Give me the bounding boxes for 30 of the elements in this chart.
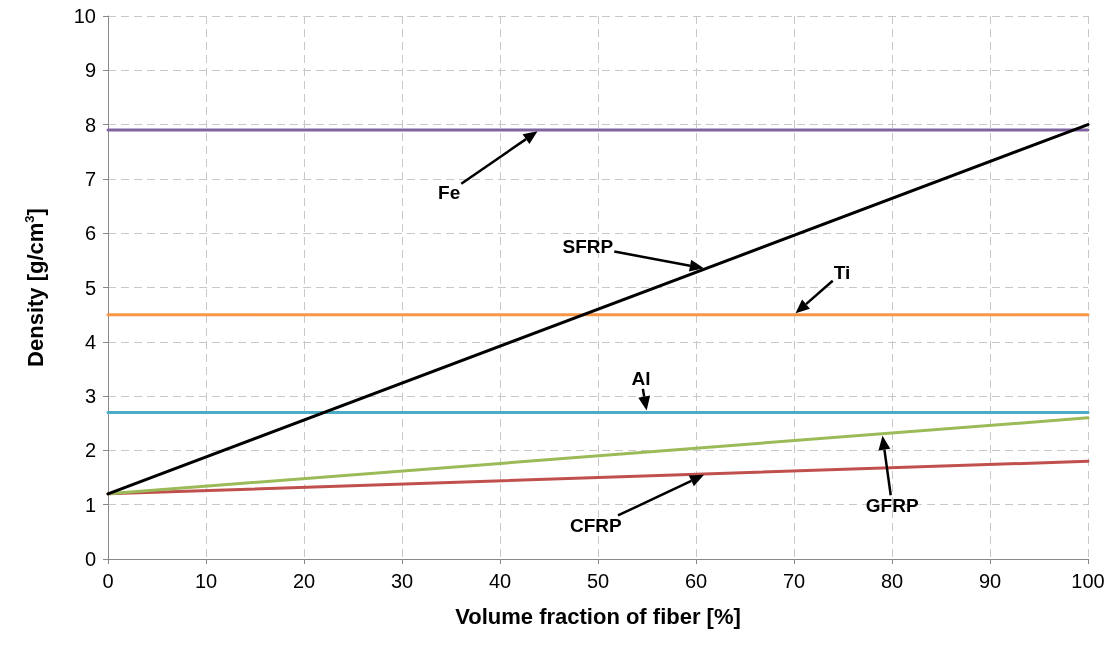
annotation: SFRP — [562, 236, 614, 258]
annotation: Fe — [438, 181, 461, 203]
y-tick-label: 4 — [84, 330, 96, 353]
x-tick-label: 30 — [390, 570, 414, 592]
x-tick-label: 10 — [194, 570, 218, 592]
x-tick-label: 50 — [586, 570, 610, 592]
y-tick-label: 0 — [84, 548, 96, 570]
annotation: CFRP — [569, 515, 622, 537]
x-tick-label: 0 — [102, 570, 114, 592]
y-axis-title: Density [g/cm3] — [22, 208, 48, 367]
y-tick-label: 2 — [84, 439, 96, 462]
x-tick-label: 90 — [978, 570, 1002, 592]
annotation: GFRP — [865, 495, 919, 517]
annotation: Ti — [833, 262, 851, 284]
y-tick-label: 9 — [84, 59, 96, 82]
y-tick-label: 5 — [84, 276, 96, 299]
x-tick-label: 20 — [292, 570, 316, 592]
x-tick-label: 70 — [782, 570, 806, 592]
x-tick-label: 60 — [684, 570, 708, 592]
x-axis-title: Volume fraction of fiber [%] — [455, 603, 741, 629]
y-tick-label: 8 — [84, 113, 96, 136]
y-tick-label: 6 — [84, 222, 96, 245]
x-tick-label: 80 — [880, 570, 904, 592]
annotation: Al — [631, 367, 651, 389]
y-tick-label: 1 — [84, 493, 96, 516]
x-tick-label: 100 — [1071, 570, 1105, 592]
y-tick-label: 7 — [84, 167, 96, 190]
y-tick-label: 10 — [73, 5, 96, 27]
x-tick-label: 40 — [488, 570, 512, 592]
y-tick-label: 3 — [84, 385, 96, 408]
